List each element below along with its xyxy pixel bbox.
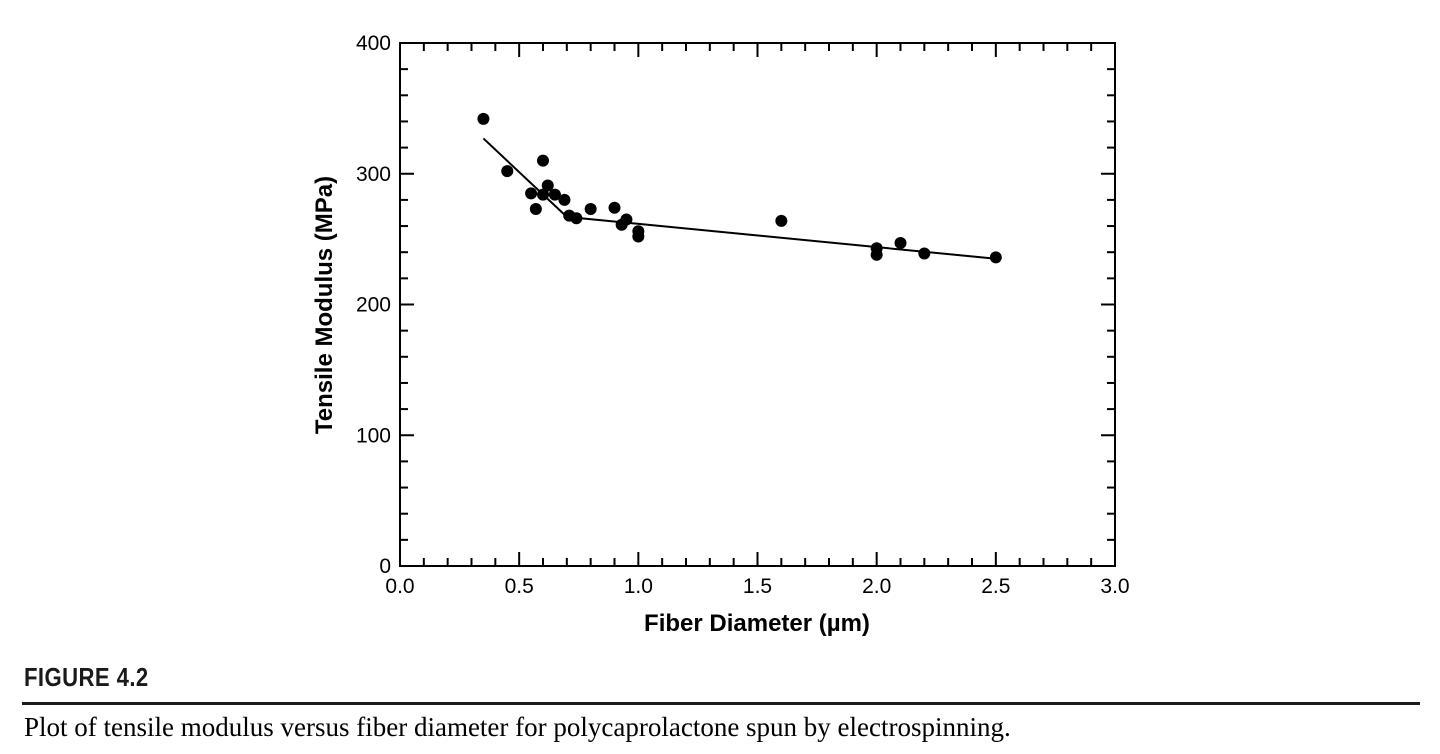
- data-point: [541, 179, 554, 192]
- data-point: [989, 251, 1002, 264]
- data-point: [525, 187, 538, 200]
- figure-caption: Plot of tensile modulus versus fiber dia…: [24, 712, 1011, 742]
- y-tick-label: 100: [356, 424, 391, 447]
- y-tick-label: 400: [356, 32, 391, 55]
- data-point: [501, 165, 514, 178]
- data-point: [537, 154, 549, 167]
- data-point: [558, 193, 571, 206]
- data-point: [537, 188, 549, 201]
- data-point: [529, 203, 542, 216]
- y-tick-label: 300: [356, 163, 391, 186]
- axis-ticks: [399, 42, 1116, 567]
- data-point: [570, 212, 583, 225]
- chart: 0.0 0.5 1.0 1.5 2.0 2.5 3.0 0 100 200 300 400 Fiber…: [311, 32, 1130, 637]
- plot-frame: [399, 42, 1116, 567]
- y-tick-label: 0: [379, 555, 391, 578]
- x-tick-label: 1.5: [743, 575, 772, 598]
- x-tick-label: 0.0: [385, 575, 414, 598]
- data-point: [894, 237, 907, 250]
- x-axis-title: Fiber Diameter (µm): [644, 610, 870, 637]
- figure-label: FIGURE 4.2: [24, 662, 149, 692]
- data-point: [775, 214, 788, 227]
- data-point: [608, 201, 621, 214]
- y-axis-title: Tensile Modulus (MPa): [311, 176, 338, 434]
- data-point: [620, 213, 633, 226]
- data-point: [548, 188, 561, 201]
- data-point: [632, 230, 645, 243]
- x-tick-label: 0.5: [505, 575, 534, 598]
- y-tick-label: 200: [356, 294, 391, 317]
- tick-labels: 0.0 0.5 1.0 1.5 2.0 2.5 3.0 0 100 200 300 400: [356, 32, 1130, 598]
- figure-rule: [22, 702, 1420, 705]
- x-tick-label: 1.0: [624, 575, 653, 598]
- x-tick-label: 2.5: [981, 575, 1010, 598]
- data-points: [477, 112, 1002, 264]
- data-point: [477, 112, 490, 125]
- data-point: [870, 248, 883, 261]
- data-point: [584, 203, 597, 216]
- data-point: [918, 247, 931, 260]
- x-tick-label: 2.0: [862, 575, 891, 598]
- x-tick-label: 3.0: [1100, 575, 1129, 598]
